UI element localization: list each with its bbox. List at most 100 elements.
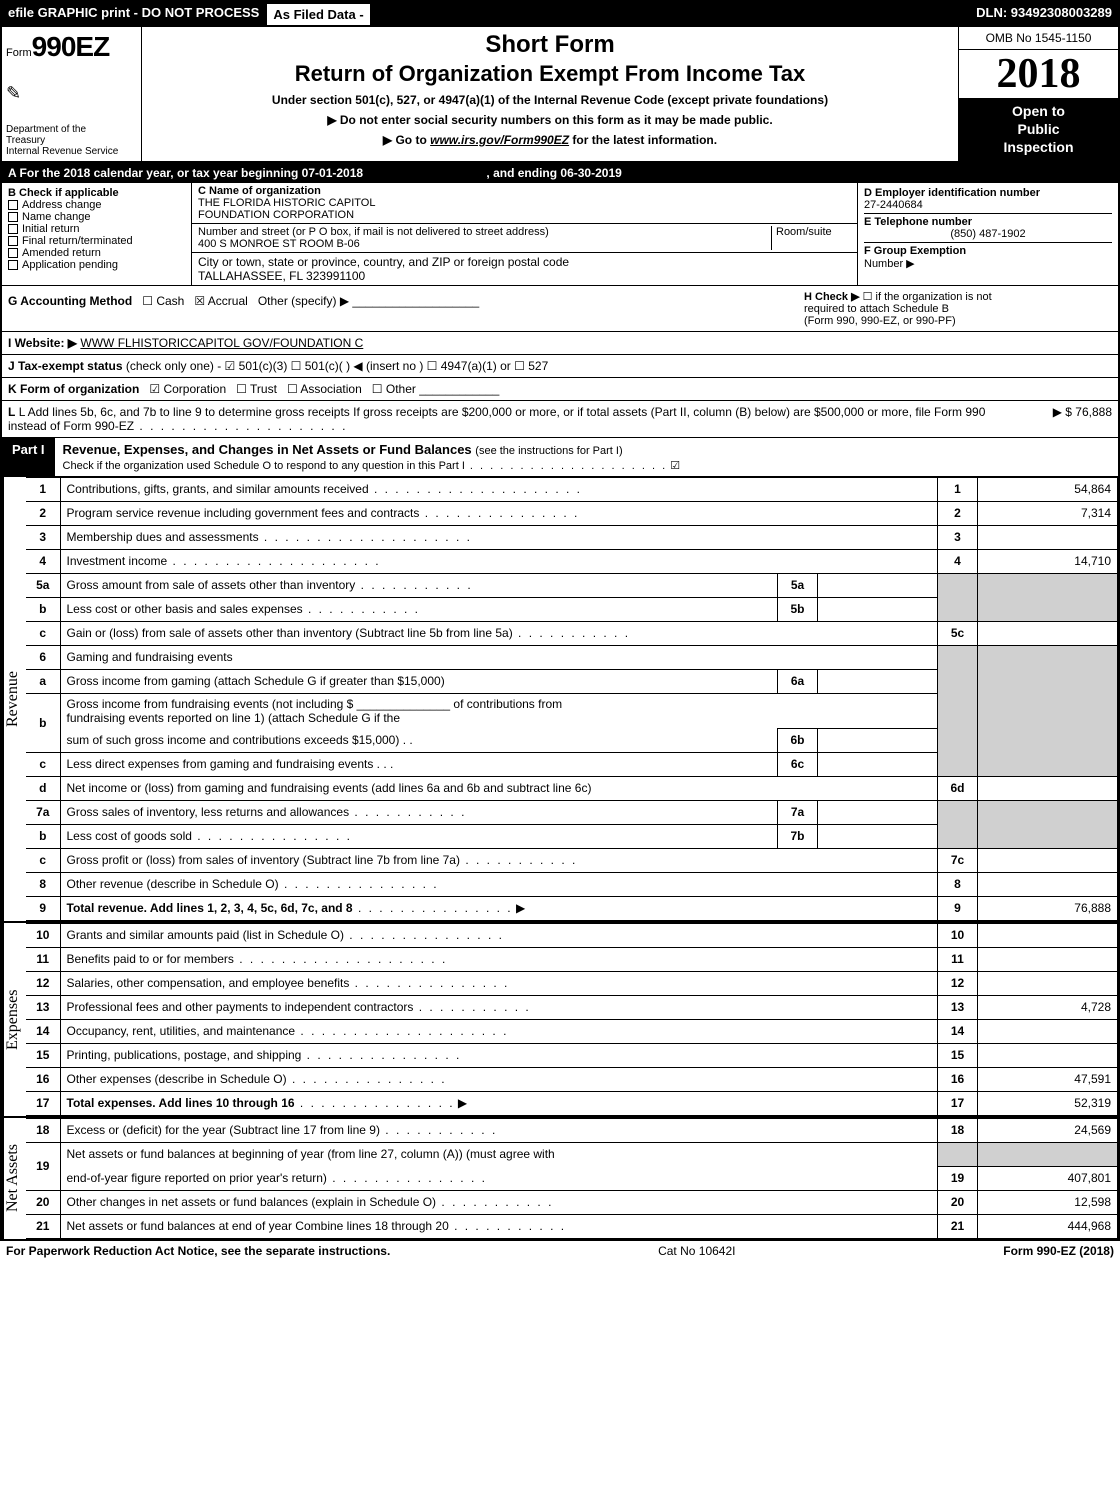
line-11-desc: Benefits paid to or for members	[67, 952, 234, 966]
line-19-amt: 407,801	[978, 1166, 1118, 1190]
line-7b-desc: Less cost of goods sold	[67, 829, 192, 843]
h-text1: if the organization is not	[876, 291, 992, 303]
line-5c-desc: Gain or (loss) from sale of assets other…	[67, 626, 513, 640]
form-number: 990EZ	[32, 31, 110, 62]
g-h-row: G Accounting Method ☐ Cash ☒ Accrual Oth…	[2, 286, 1118, 332]
part1-title: Revenue, Expenses, and Changes in Net As…	[55, 438, 1118, 476]
part1-label: Part I	[2, 438, 55, 476]
inspection-block: Open to Public Inspection	[959, 98, 1118, 161]
org-name-1: THE FLORIDA HISTORIC CAPITOL	[198, 197, 851, 209]
expenses-section: Expenses 10Grants and similar amounts pa…	[2, 923, 1118, 1118]
line-1-desc: Contributions, gifts, grants, and simila…	[67, 482, 369, 496]
line-8-amt	[978, 872, 1118, 896]
check-initial-return[interactable]: Initial return	[8, 223, 185, 235]
k-corp[interactable]: ☑ Corporation	[149, 382, 226, 396]
line-11-amt	[978, 947, 1118, 971]
k-assoc[interactable]: ☐ Association	[287, 382, 362, 396]
topbar-dln: DLN: 93492308003289	[970, 2, 1118, 27]
line-10-desc: Grants and similar amounts paid (list in…	[67, 928, 344, 942]
g-other[interactable]: Other (specify) ▶ ___________________	[258, 294, 479, 308]
line-14-desc: Occupancy, rent, utilities, and maintena…	[67, 1024, 296, 1038]
right-block: D Employer identification number 27-2440…	[858, 183, 1118, 285]
d-label: D Employer identification number	[864, 187, 1112, 199]
goto-link[interactable]: Go to www.irs.gov/Form990EZ for the late…	[148, 133, 952, 147]
line-15-amt	[978, 1043, 1118, 1067]
revenue-sidebar: Revenue	[2, 477, 26, 921]
section-b: B Check if applicable Address change Nam…	[2, 183, 192, 285]
form-prefix: Form	[6, 47, 32, 59]
city-label: City or town, state or province, country…	[198, 255, 851, 269]
h-text2: required to attach Schedule B	[804, 303, 1112, 315]
line-7a-desc: Gross sales of inventory, less returns a…	[67, 805, 350, 819]
line-8-desc: Other revenue (describe in Schedule O)	[67, 877, 279, 891]
line-1-amt: 54,864	[978, 477, 1118, 501]
org-city: TALLAHASSEE, FL 323991100	[198, 269, 851, 283]
line-7c-desc: Gross profit or (loss) from sales of inv…	[67, 853, 460, 867]
line-20-desc: Other changes in net assets or fund bala…	[67, 1195, 437, 1209]
line-2-desc: Program service revenue including govern…	[67, 506, 420, 520]
line-20-amt: 12,598	[978, 1190, 1118, 1214]
e-label: E Telephone number	[864, 216, 1112, 228]
check-amended-return[interactable]: Amended return	[8, 247, 185, 259]
check-application-pending[interactable]: Application pending	[8, 259, 185, 271]
header-center: Short Form Return of Organization Exempt…	[142, 27, 958, 161]
ein-value: 27-2440684	[864, 199, 1112, 214]
line-5a-desc: Gross amount from sale of assets other t…	[67, 578, 356, 592]
check-name-change[interactable]: Name change	[8, 211, 185, 223]
h-prefix: H Check ▶	[804, 291, 860, 303]
footer-left: For Paperwork Reduction Act Notice, see …	[6, 1244, 390, 1258]
line-18-amt: 24,569	[978, 1118, 1118, 1142]
website-url[interactable]: WWW FLHISTORICCAPITOL GOV/FOUNDATION C	[80, 336, 363, 350]
part1-check-note: Check if the organization used Schedule …	[63, 460, 681, 472]
check-address-change[interactable]: Address change	[8, 199, 185, 211]
g-accrual[interactable]: ☒ Accrual	[194, 294, 247, 308]
row-a-end: 06-30-2019	[560, 166, 621, 180]
line-5b-desc: Less cost or other basis and sales expen…	[67, 602, 303, 616]
line-2-amt: 7,314	[978, 501, 1118, 525]
g-cash[interactable]: ☐ Cash	[142, 294, 184, 308]
expenses-table: 10Grants and similar amounts paid (list …	[26, 923, 1118, 1116]
line-9-amt: 76,888	[978, 896, 1118, 920]
netassets-sidebar: Net Assets	[2, 1118, 26, 1239]
dept-line1: Department of the	[6, 124, 137, 135]
j-rest: (check only one) - ☑ 501(c)(3) ☐ 501(c)(…	[126, 359, 548, 373]
form-990ez-container: efile GRAPHIC print - DO NOT PROCESS As …	[0, 0, 1120, 1241]
topbar-left: efile GRAPHIC print - DO NOT PROCESS	[2, 2, 265, 27]
topbar-mid: As Filed Data -	[265, 2, 371, 27]
dept-line3: Internal Revenue Service	[6, 146, 137, 157]
header-left: Form990EZ ✎ Department of the Treasury I…	[2, 27, 142, 161]
row-a-begin: 07-01-2018	[302, 166, 363, 180]
netassets-table: 18Excess or (deficit) for the year (Subt…	[26, 1118, 1118, 1239]
j-label: J Tax-exempt status	[8, 359, 123, 373]
l-row: L L Add lines 5b, 6c, and 7b to line 9 t…	[2, 401, 1118, 438]
expenses-sidebar: Expenses	[2, 923, 26, 1116]
line-6c-desc: Less direct expenses from gaming and fun…	[67, 757, 374, 771]
header-right: OMB No 1545-1150 2018 Open to Public Ins…	[958, 27, 1118, 161]
footer-row: For Paperwork Reduction Act Notice, see …	[0, 1241, 1120, 1261]
k-row: K Form of organization ☑ Corporation ☐ T…	[2, 378, 1118, 401]
line-14-amt	[978, 1019, 1118, 1043]
check-final-return[interactable]: Final return/terminated	[8, 235, 185, 247]
line-6d-desc: Net income or (loss) from gaming and fun…	[67, 781, 592, 795]
inspection-line2: Public	[963, 120, 1114, 138]
revenue-table: 1Contributions, gifts, grants, and simil…	[26, 477, 1118, 921]
line-16-desc: Other expenses (describe in Schedule O)	[67, 1072, 287, 1086]
line-4-amt: 14,710	[978, 549, 1118, 573]
header-subtitle: Under section 501(c), 527, or 4947(a)(1)…	[148, 93, 952, 107]
line-7c-amt	[978, 848, 1118, 872]
line-21-amt: 444,968	[978, 1214, 1118, 1238]
omb-number: OMB No 1545-1150	[959, 27, 1118, 50]
section-c: C Name of organization THE FLORIDA HISTO…	[192, 183, 858, 285]
row-a: A For the 2018 calendar year, or tax yea…	[2, 163, 1118, 183]
k-other[interactable]: ☐ Other ____________	[372, 382, 500, 396]
line-16-amt: 47,591	[978, 1067, 1118, 1091]
short-form-title: Short Form	[148, 31, 952, 59]
public-note: Do not enter social security numbers on …	[148, 113, 952, 127]
line-6b-desc: Gross income from fundraising events (no…	[67, 697, 354, 711]
room-suite-label: Room/suite	[771, 226, 851, 250]
row-a-mid: , and ending	[486, 166, 560, 180]
line-15-desc: Printing, publications, postage, and shi…	[67, 1048, 302, 1062]
line-19-desc2: end-of-year figure reported on prior yea…	[67, 1171, 327, 1185]
k-trust[interactable]: ☐ Trust	[236, 382, 277, 396]
line-12-desc: Salaries, other compensation, and employ…	[67, 976, 350, 990]
